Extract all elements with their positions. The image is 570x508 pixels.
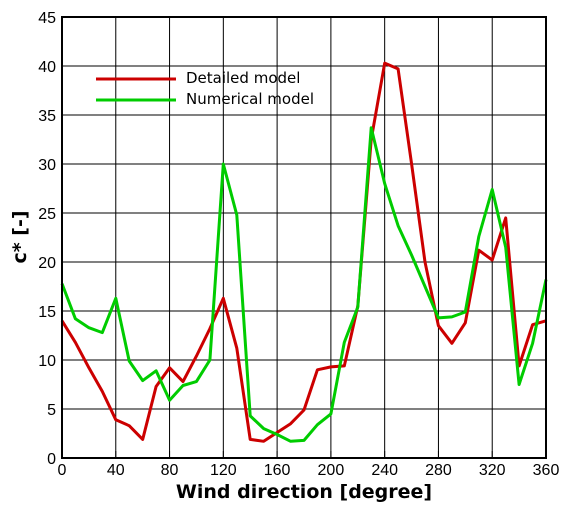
y-tick-label: 0 — [47, 451, 56, 468]
series-line-numerical-model — [60, 126, 548, 443]
legend: Detailed model Numerical model — [96, 69, 314, 108]
y-tick-label: 5 — [47, 402, 56, 419]
y-tick-label: 15 — [38, 304, 56, 321]
x-tick-label: 80 — [161, 462, 179, 479]
legend-label-detailed-model: Detailed model — [186, 69, 300, 87]
x-tick-labels: 0 40 80 120 160 200 240 280 320 360 — [58, 462, 560, 479]
y-tick-label: 20 — [38, 255, 56, 272]
x-tick-label: 160 — [264, 462, 291, 479]
x-tick-label: 0 — [58, 462, 67, 479]
x-tick-label: 360 — [533, 462, 560, 479]
series-lines — [60, 61, 548, 443]
y-tick-label: 30 — [38, 157, 56, 174]
legend-label-numerical-model: Numerical model — [186, 90, 314, 108]
y-tick-label: 35 — [38, 108, 56, 125]
y-tick-label: 45 — [38, 10, 56, 27]
x-tick-label: 120 — [210, 462, 237, 479]
y-axis-title: c* [-] — [9, 210, 31, 263]
x-tick-label: 240 — [371, 462, 398, 479]
x-tick-label: 280 — [425, 462, 452, 479]
y-tick-labels: 0 5 10 15 20 25 30 35 40 45 — [38, 10, 56, 468]
series-line-detailed-model — [60, 61, 547, 443]
x-axis-title: Wind direction [degree] — [176, 481, 432, 503]
plot-frame — [61, 16, 547, 459]
x-tick-label: 320 — [479, 462, 506, 479]
x-tick-label: 200 — [318, 462, 345, 479]
y-tick-label: 40 — [38, 59, 56, 76]
x-tick-label: 40 — [107, 462, 125, 479]
y-tick-label: 25 — [38, 206, 56, 223]
y-tick-label: 10 — [38, 353, 56, 370]
grid — [62, 17, 546, 458]
tick-marks — [61, 16, 547, 459]
